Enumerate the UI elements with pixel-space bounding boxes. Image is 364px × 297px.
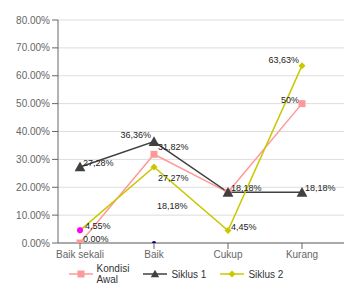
html-text:Kondisi Awal: Kondisi Awal <box>96 263 130 285</box>
svg-text:27,28%: 27,28% <box>83 158 114 168</box>
svg-text:27,27%: 27,27% <box>158 173 189 183</box>
svg-text:4,45%: 4,45% <box>231 222 257 232</box>
svg-text:36,36%: 36,36% <box>120 130 151 140</box>
svg-text:Kurang: Kurang <box>286 249 318 260</box>
html-text:Siklus 2: Siklus 2 <box>248 268 284 280</box>
svg-text:4,55%: 4,55% <box>85 221 111 231</box>
svg-text:Baik: Baik <box>144 249 164 260</box>
svg-text:18,18%: 18,18% <box>305 183 336 193</box>
svg-text:60.00%: 60.00% <box>16 70 50 81</box>
svg-text:80.00%: 80.00% <box>16 15 50 26</box>
svg-text:Baik sekali: Baik sekali <box>56 249 104 260</box>
svg-text:50.00%: 50.00% <box>16 98 50 109</box>
svg-text:10.00%: 10.00% <box>16 210 50 221</box>
svg-text:0.00%: 0.00% <box>22 238 50 249</box>
svg-text:18,18%: 18,18% <box>157 201 188 211</box>
svg-text:30.00%: 30.00% <box>16 154 50 165</box>
svg-text:50%: 50% <box>281 95 299 105</box>
svg-text:18,18%: 18,18% <box>231 183 262 193</box>
svg-text:20.00%: 20.00% <box>16 182 50 193</box>
svg-text:70.00%: 70.00% <box>16 42 50 53</box>
svg-text:63,63%: 63,63% <box>268 55 299 65</box>
svg-text:Cukup: Cukup <box>214 249 243 260</box>
svg-text:31,82%: 31,82% <box>158 142 189 152</box>
svg-text:0.00%: 0.00% <box>83 234 109 244</box>
svg-text:40.00%: 40.00% <box>16 126 50 137</box>
html-text:Siklus 1: Siklus 1 <box>171 268 207 280</box>
